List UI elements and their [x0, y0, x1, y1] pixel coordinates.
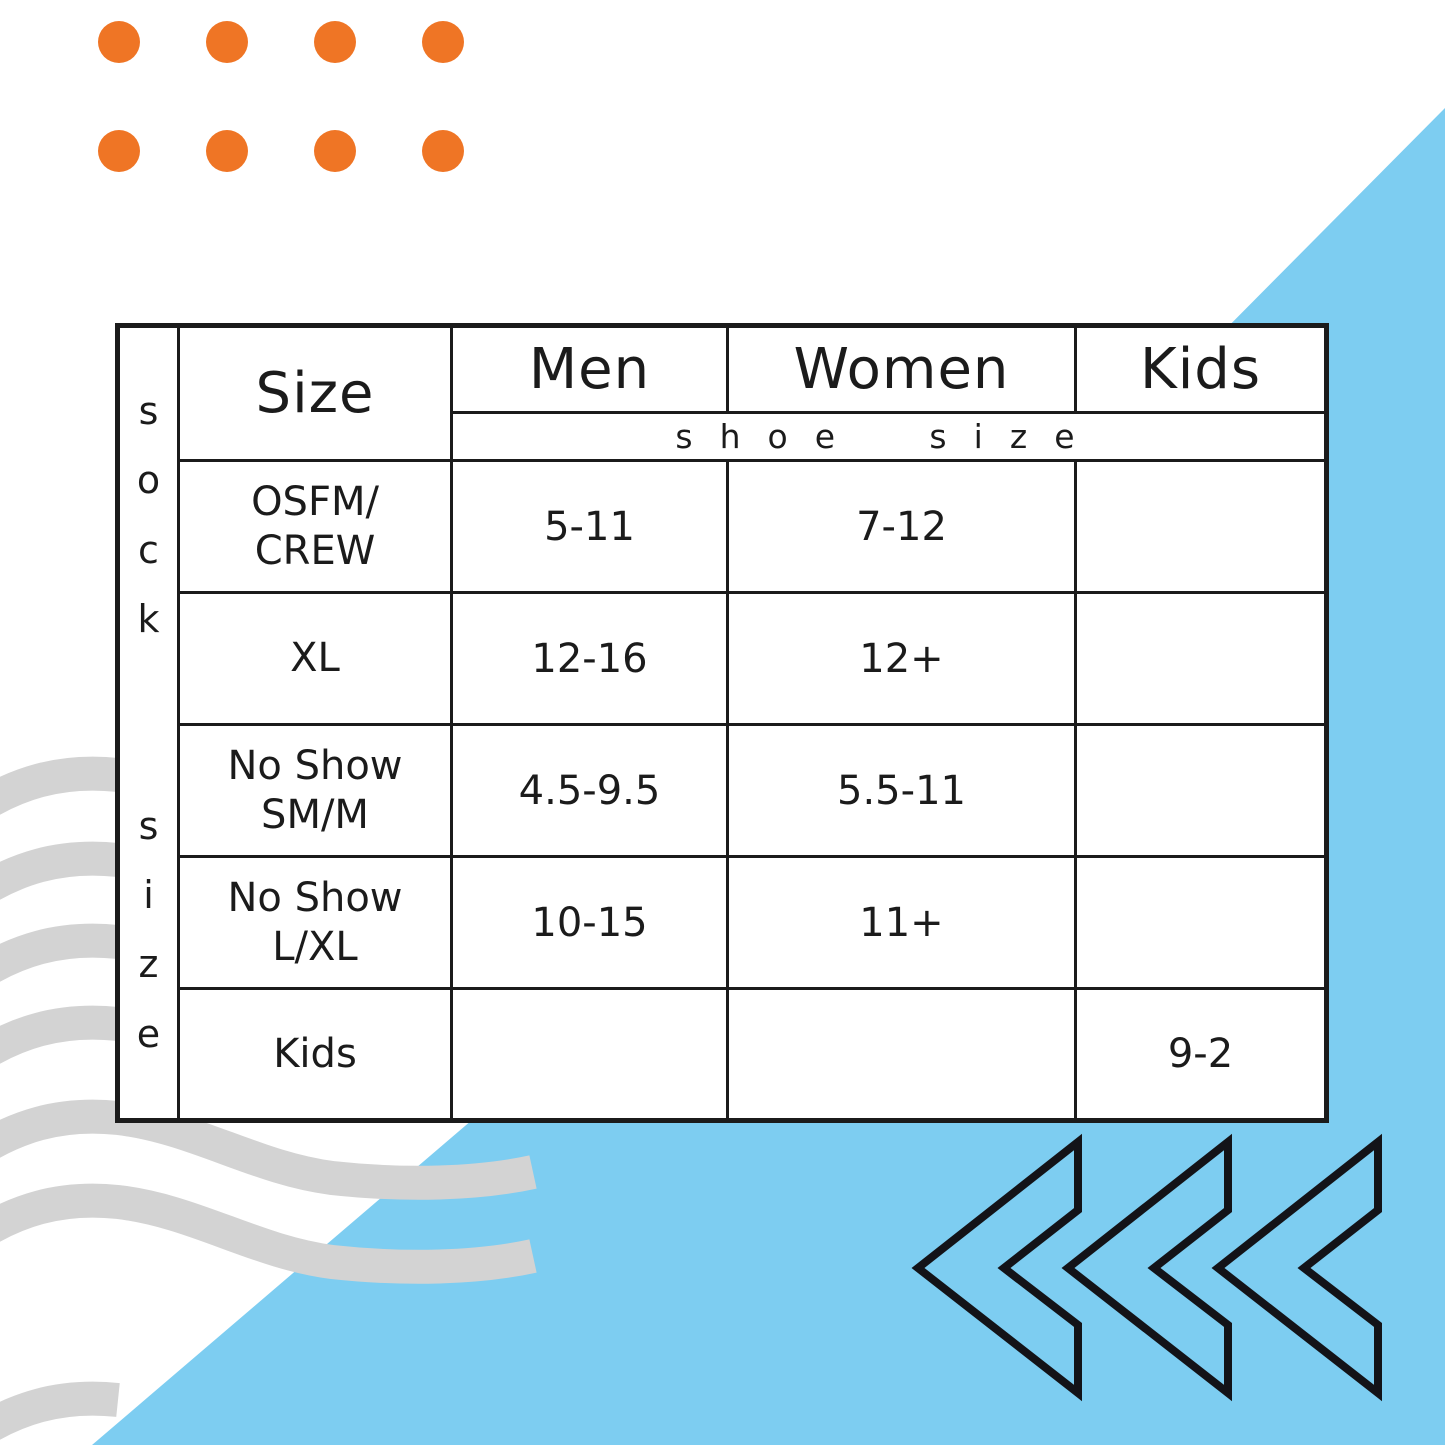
kids-value: 9-2	[1074, 987, 1328, 1122]
wave-stroke	[0, 1099, 537, 1200]
wave-stroke	[0, 1183, 537, 1284]
orange-dot	[314, 21, 356, 63]
orange-dot	[98, 130, 140, 172]
header-kids: Kids	[1074, 324, 1328, 414]
kids-value	[1074, 591, 1328, 726]
table-row: XL 12-16 12+	[118, 591, 1328, 726]
women-value	[726, 987, 1077, 1122]
sock-size-axis-cell: s o c k s i z e	[116, 324, 180, 1122]
kids-value	[1074, 855, 1328, 990]
women-value: 12+	[726, 591, 1077, 726]
men-value	[450, 987, 729, 1122]
triple-left-chevron-icon	[911, 1133, 1382, 1402]
row-label: No Show SM/M	[177, 723, 453, 858]
women-value: 5.5-11	[726, 723, 1077, 858]
men-value: 10-15	[450, 855, 729, 990]
left-chevron-icon	[911, 1133, 1082, 1402]
row-label: XL	[177, 591, 453, 726]
wave-stroke	[0, 1381, 120, 1440]
dot-grid	[98, 21, 464, 172]
kids-value	[1074, 723, 1328, 858]
row-label: OSFM/ CREW	[177, 459, 453, 594]
table-row: Kids 9-2	[118, 987, 1328, 1122]
sock-size-axis-label: s o c k s i z e	[136, 389, 161, 1056]
orange-dot	[206, 130, 248, 172]
orange-dot	[314, 130, 356, 172]
women-value: 11+	[726, 855, 1077, 990]
men-value: 4.5-9.5	[450, 723, 729, 858]
orange-dot	[422, 130, 464, 172]
row-label: No Show L/XL	[177, 855, 453, 990]
women-value: 7-12	[726, 459, 1077, 594]
men-value: 5-11	[450, 459, 729, 594]
orange-dot	[98, 21, 140, 63]
table-row: No Show SM/M 4.5-9.5 5.5-11	[118, 723, 1328, 858]
left-chevron-icon	[1211, 1133, 1382, 1402]
shoe-size-subheader: shoe size	[450, 411, 1328, 462]
table-row: No Show L/XL 10-15 11+	[118, 855, 1328, 990]
table-row: OSFM/ CREW 5-11 7-12	[118, 459, 1328, 594]
orange-dot	[422, 21, 464, 63]
header-size: Size	[177, 324, 453, 462]
header-women: Women	[726, 324, 1077, 414]
men-value: 12-16	[450, 591, 729, 726]
row-label: Kids	[177, 987, 453, 1122]
orange-dot	[206, 21, 248, 63]
size-chart-table: s o c k s i z e Size Men Women Kids shoe…	[115, 323, 1329, 1123]
header-men: Men	[450, 324, 729, 414]
kids-value	[1074, 459, 1328, 594]
left-chevron-icon	[1061, 1133, 1232, 1402]
